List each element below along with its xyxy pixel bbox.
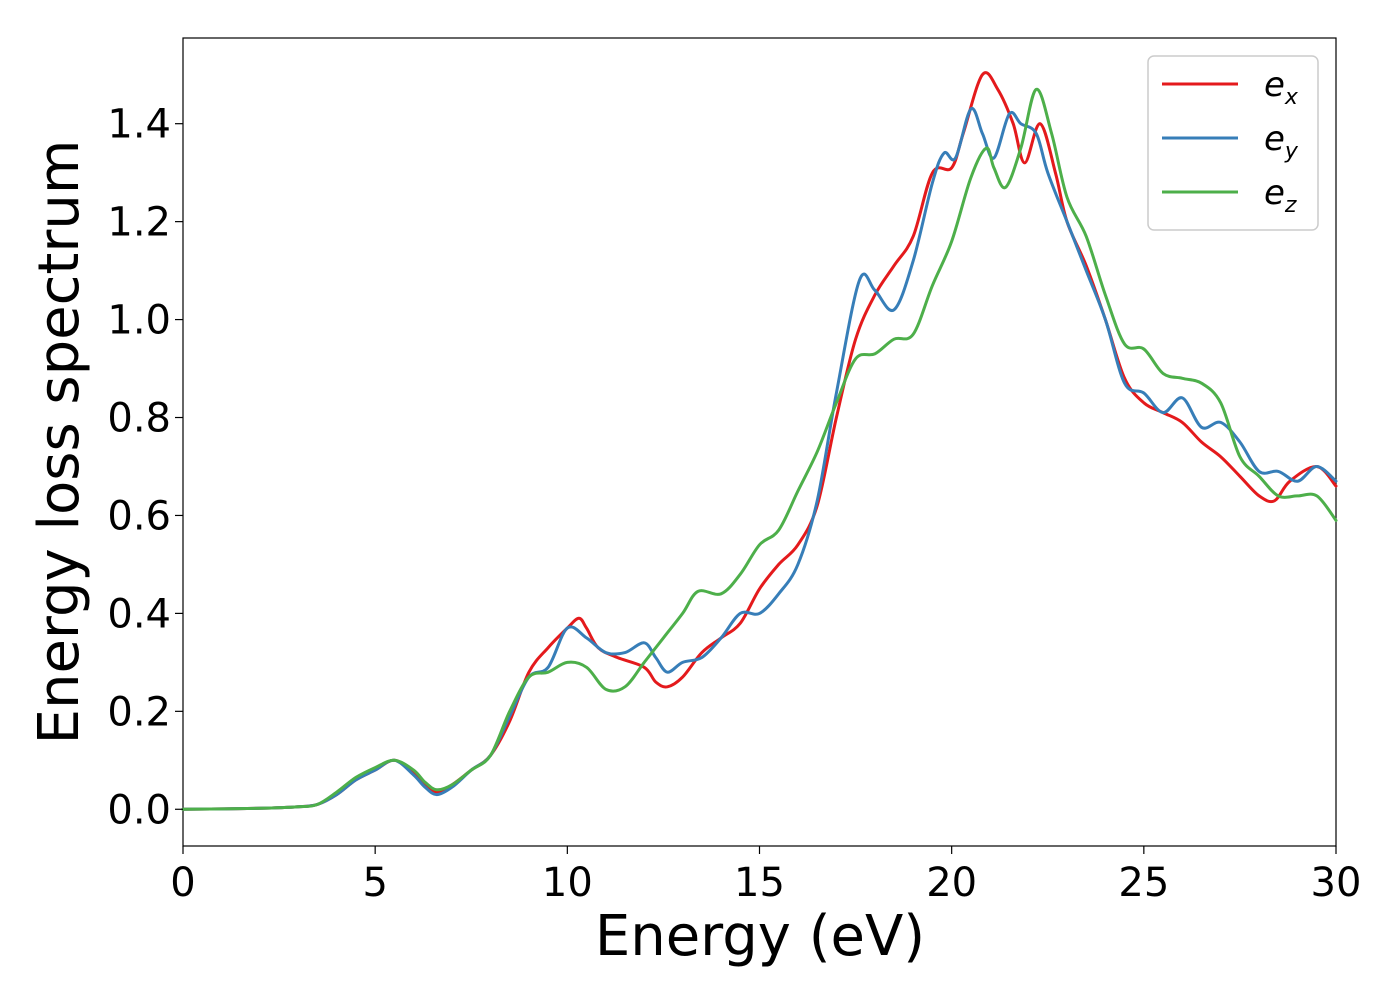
- legend-label-x: ex: [1264, 65, 1299, 110]
- x-tick-label: 10: [542, 860, 593, 906]
- legend-label-base: e: [1264, 65, 1285, 105]
- x-axis-ticks: 0 5 10 15 20 25 30: [170, 846, 1361, 906]
- legend-label-base: e: [1264, 173, 1285, 213]
- y-tick-label: 0.6: [107, 493, 171, 539]
- y-axis-label: Energy loss spectrum: [27, 140, 92, 745]
- legend-label-subscript: x: [1284, 85, 1299, 110]
- legend-frame: [1147, 55, 1319, 231]
- plot-area: [181, 37, 1338, 847]
- x-tick-label: 20: [926, 860, 977, 906]
- legend-label-z: ez: [1264, 173, 1297, 218]
- y-tick-label: 1.2: [107, 200, 171, 246]
- y-tick-label: 0.2: [107, 689, 171, 735]
- series-line-e-y: [181, 107, 1338, 811]
- x-tick-label: 25: [1118, 860, 1169, 906]
- legend-label-subscript: y: [1284, 139, 1299, 164]
- y-axis-ticks: 0.0 0.2 0.4 0.6 0.8 1.0 1.2 1.4: [107, 102, 183, 833]
- x-tick-label: 15: [734, 860, 785, 906]
- x-axis-label: Energy (eV): [595, 904, 925, 969]
- axes-frame: [182, 37, 1337, 847]
- legend-label-y: ey: [1264, 119, 1299, 164]
- x-tick-label: 30: [1311, 860, 1362, 906]
- y-tick-label: 0.0: [107, 787, 171, 833]
- y-tick-label: 1.4: [107, 102, 171, 148]
- y-tick-label: 1.0: [107, 298, 171, 344]
- y-tick-label: 0.4: [107, 591, 171, 637]
- series-line-e-x: [181, 71, 1338, 811]
- x-tick-label: 5: [362, 860, 387, 906]
- series-line-e-z: [181, 87, 1338, 811]
- x-tick-label: 0: [170, 860, 195, 906]
- legend-label-subscript: z: [1284, 193, 1297, 218]
- series-layer: [181, 71, 1338, 811]
- y-tick-label: 0.8: [107, 396, 171, 442]
- legend-label-base: e: [1264, 119, 1285, 159]
